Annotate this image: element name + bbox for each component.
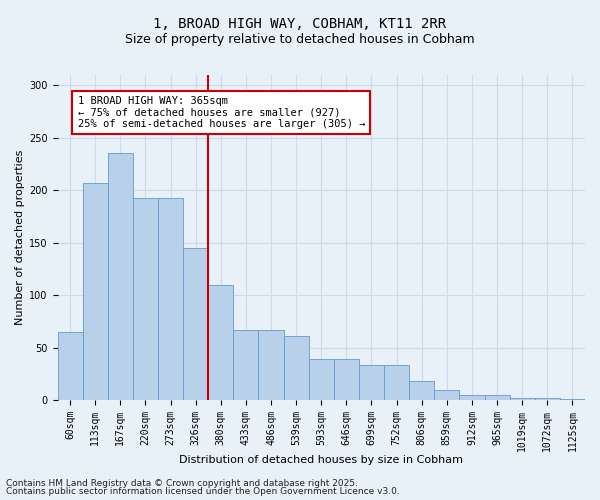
Bar <box>284 336 308 400</box>
Bar <box>334 359 359 400</box>
Text: Contains HM Land Registry data © Crown copyright and database right 2025.: Contains HM Land Registry data © Crown c… <box>6 478 358 488</box>
Bar <box>233 330 259 400</box>
Bar <box>158 198 183 400</box>
Y-axis label: Number of detached properties: Number of detached properties <box>15 150 25 325</box>
Bar <box>359 366 384 400</box>
Bar <box>409 381 434 400</box>
Bar <box>384 366 409 400</box>
Bar <box>208 284 233 400</box>
Bar <box>509 398 535 400</box>
Bar <box>58 332 83 400</box>
Bar <box>460 394 485 400</box>
Bar <box>560 399 585 400</box>
Text: 1, BROAD HIGH WAY, COBHAM, KT11 2RR: 1, BROAD HIGH WAY, COBHAM, KT11 2RR <box>154 18 446 32</box>
Text: Size of property relative to detached houses in Cobham: Size of property relative to detached ho… <box>125 32 475 46</box>
Text: Contains public sector information licensed under the Open Government Licence v3: Contains public sector information licen… <box>6 487 400 496</box>
Bar <box>83 183 108 400</box>
Bar <box>108 152 133 400</box>
Bar <box>485 394 509 400</box>
Bar <box>259 330 284 400</box>
Bar <box>183 248 208 400</box>
Bar <box>308 359 334 400</box>
Text: 1 BROAD HIGH WAY: 365sqm
← 75% of detached houses are smaller (927)
25% of semi-: 1 BROAD HIGH WAY: 365sqm ← 75% of detach… <box>77 96 365 129</box>
Bar <box>434 390 460 400</box>
Bar <box>133 198 158 400</box>
X-axis label: Distribution of detached houses by size in Cobham: Distribution of detached houses by size … <box>179 455 463 465</box>
Bar <box>535 398 560 400</box>
